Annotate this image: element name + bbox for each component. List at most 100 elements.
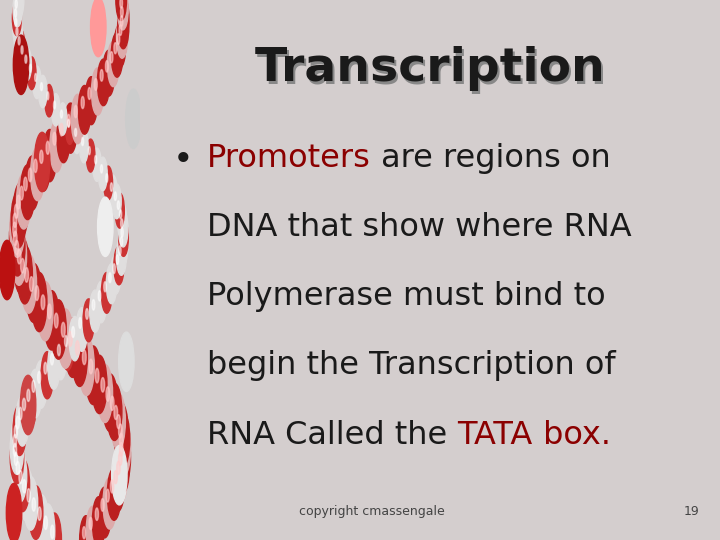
Circle shape <box>120 237 122 246</box>
Circle shape <box>64 103 77 153</box>
Circle shape <box>48 304 51 319</box>
Text: box.: box. <box>533 420 611 450</box>
Circle shape <box>105 60 109 72</box>
Circle shape <box>46 141 50 154</box>
Circle shape <box>108 175 117 210</box>
Circle shape <box>99 157 107 191</box>
Circle shape <box>19 387 32 437</box>
Circle shape <box>76 308 88 352</box>
Circle shape <box>32 380 35 393</box>
Circle shape <box>109 273 112 283</box>
Circle shape <box>15 240 19 255</box>
Circle shape <box>91 68 104 115</box>
Circle shape <box>16 29 24 63</box>
Circle shape <box>12 1 22 36</box>
Circle shape <box>120 6 123 17</box>
Circle shape <box>80 516 92 540</box>
Circle shape <box>68 332 72 346</box>
Circle shape <box>101 498 104 511</box>
Circle shape <box>95 508 99 521</box>
Circle shape <box>50 353 53 365</box>
Circle shape <box>22 480 26 493</box>
Circle shape <box>119 220 128 256</box>
Circle shape <box>78 85 91 134</box>
Circle shape <box>117 15 127 58</box>
Circle shape <box>97 59 109 106</box>
Circle shape <box>120 16 123 26</box>
Circle shape <box>75 129 77 137</box>
Circle shape <box>110 480 114 493</box>
Circle shape <box>17 249 21 264</box>
Circle shape <box>35 361 48 408</box>
Circle shape <box>35 495 48 540</box>
Circle shape <box>37 281 53 341</box>
Circle shape <box>24 55 27 63</box>
Circle shape <box>44 291 60 350</box>
Circle shape <box>112 446 127 505</box>
Circle shape <box>116 421 130 476</box>
Circle shape <box>116 255 119 265</box>
Circle shape <box>19 186 23 200</box>
Circle shape <box>13 449 27 502</box>
Circle shape <box>51 300 66 359</box>
Circle shape <box>81 97 84 109</box>
Circle shape <box>117 430 130 485</box>
Text: 19: 19 <box>684 505 700 518</box>
Circle shape <box>111 458 125 511</box>
Circle shape <box>43 130 57 182</box>
Circle shape <box>40 150 43 164</box>
Circle shape <box>40 83 42 91</box>
Circle shape <box>96 281 107 323</box>
Circle shape <box>27 389 30 401</box>
Circle shape <box>47 92 49 100</box>
Circle shape <box>67 114 71 127</box>
Circle shape <box>17 195 20 209</box>
Circle shape <box>19 38 27 71</box>
Text: copyright cmassengale: copyright cmassengale <box>300 505 445 518</box>
Circle shape <box>104 282 107 292</box>
Circle shape <box>120 433 123 447</box>
Circle shape <box>35 73 37 82</box>
Circle shape <box>92 300 95 310</box>
Circle shape <box>65 318 81 377</box>
Circle shape <box>114 470 117 484</box>
Circle shape <box>69 316 81 361</box>
Circle shape <box>19 470 22 484</box>
Circle shape <box>120 0 122 8</box>
Circle shape <box>111 393 125 449</box>
Circle shape <box>35 132 50 192</box>
Circle shape <box>29 369 42 418</box>
Circle shape <box>24 267 29 282</box>
Circle shape <box>68 119 70 127</box>
Circle shape <box>10 423 24 474</box>
Circle shape <box>24 477 37 530</box>
Circle shape <box>119 424 122 438</box>
Circle shape <box>110 255 121 294</box>
Circle shape <box>37 138 50 191</box>
Circle shape <box>120 443 123 456</box>
Circle shape <box>14 231 17 246</box>
Circle shape <box>13 443 17 456</box>
Circle shape <box>73 121 81 153</box>
Circle shape <box>110 52 113 63</box>
Circle shape <box>24 378 37 427</box>
Circle shape <box>114 43 117 54</box>
Circle shape <box>12 227 27 285</box>
Circle shape <box>113 264 115 274</box>
Circle shape <box>28 168 32 181</box>
Circle shape <box>115 440 130 494</box>
Circle shape <box>30 64 32 72</box>
Circle shape <box>20 375 36 435</box>
Circle shape <box>13 10 22 45</box>
Circle shape <box>119 246 121 255</box>
Circle shape <box>88 87 91 99</box>
Circle shape <box>72 327 87 387</box>
Circle shape <box>102 273 112 313</box>
Circle shape <box>30 276 33 292</box>
Circle shape <box>48 513 61 540</box>
Circle shape <box>39 75 47 108</box>
Circle shape <box>27 57 36 90</box>
Circle shape <box>85 77 97 125</box>
Text: •: • <box>172 143 193 177</box>
Text: Transcription: Transcription <box>256 49 607 94</box>
